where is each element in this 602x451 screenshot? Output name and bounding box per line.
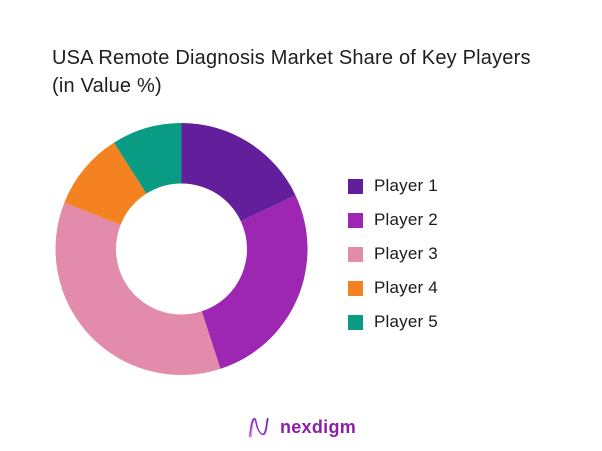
legend-swatch bbox=[348, 178, 363, 194]
legend-label: Player 4 bbox=[374, 278, 438, 297]
legend-swatch bbox=[348, 280, 363, 296]
chart-title-line2: (in Value %) bbox=[52, 75, 162, 97]
donut-segment-1 bbox=[181, 123, 296, 222]
legend-item: Player 5 bbox=[348, 312, 438, 332]
legend-label: Player 2 bbox=[374, 210, 438, 229]
chart-title: USA Remote Diagnosis Market Share of Key… bbox=[52, 44, 552, 100]
legend-label: Player 1 bbox=[374, 176, 438, 195]
legend-label: Player 5 bbox=[374, 312, 438, 331]
donut-segment-5 bbox=[113, 123, 182, 194]
nexdigm-n-mark-icon bbox=[248, 417, 269, 438]
donut-segment-2 bbox=[201, 195, 308, 369]
donut-segment-3 bbox=[55, 202, 221, 375]
donut-chart-area bbox=[20, 110, 350, 400]
donut-chart bbox=[55, 123, 308, 375]
legend-item: Player 4 bbox=[348, 278, 438, 298]
legend-swatch bbox=[348, 212, 363, 228]
legend-item: Player 2 bbox=[348, 210, 438, 230]
chart-legend: Player 1 Player 2 Player 3 Player 4 Play… bbox=[348, 176, 438, 346]
legend-item: Player 1 bbox=[348, 176, 438, 196]
donut-segment-4 bbox=[64, 142, 147, 225]
legend-label: Player 3 bbox=[374, 244, 438, 263]
chart-title-line1: USA Remote Diagnosis Market Share of Key… bbox=[52, 47, 531, 69]
legend-item: Player 3 bbox=[348, 244, 438, 264]
brand-logo: nexdigm bbox=[0, 414, 602, 441]
legend-swatch bbox=[348, 246, 363, 262]
brand-name: nexdigm bbox=[279, 417, 357, 437]
legend-swatch bbox=[348, 314, 363, 330]
